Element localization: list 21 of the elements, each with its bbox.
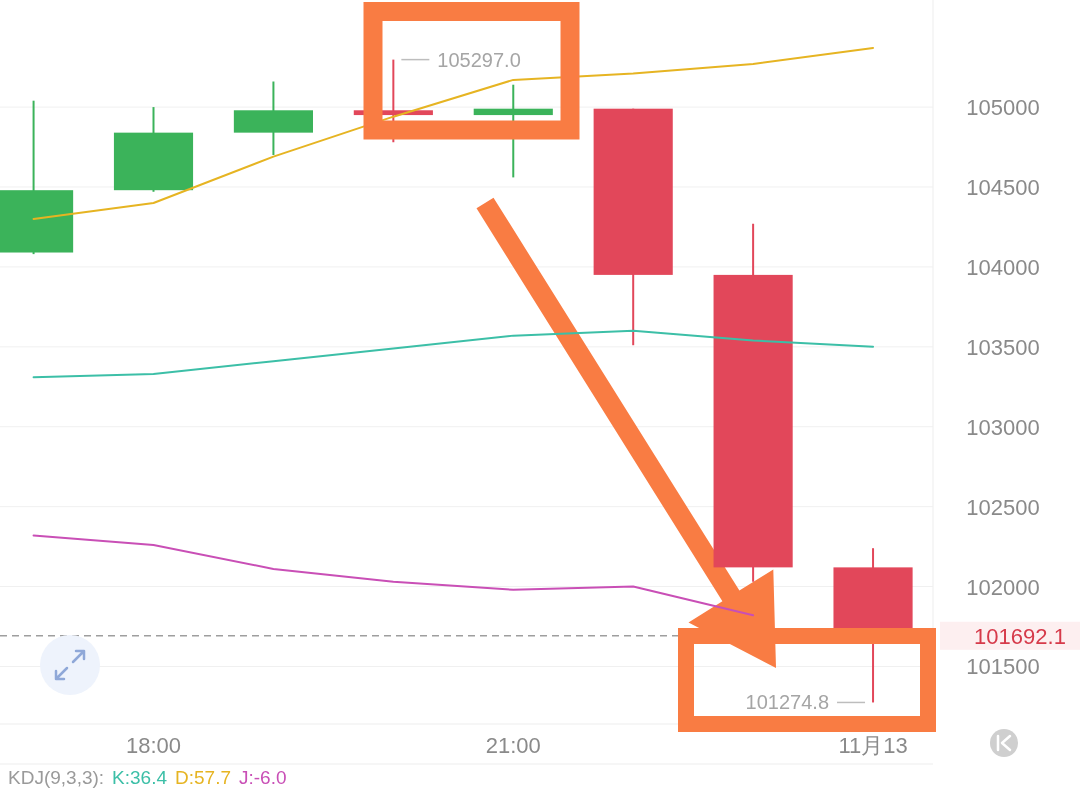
y-tick-label: 104500 bbox=[966, 174, 1040, 200]
annotation: 105297.0 bbox=[437, 48, 521, 71]
line-series bbox=[32, 46, 875, 220]
y-tick-label: 104000 bbox=[966, 254, 1040, 280]
y-tick-label: 101500 bbox=[966, 654, 1040, 680]
y-tick-label: 102500 bbox=[966, 494, 1040, 520]
line-series bbox=[32, 534, 755, 617]
text: J:-6.0 bbox=[239, 767, 287, 788]
text: K:36.4 bbox=[112, 767, 168, 788]
ref-line-label: 101692.1 bbox=[974, 623, 1066, 649]
x-tick-label: 21:00 bbox=[485, 733, 541, 758]
y-tick-label: 103000 bbox=[966, 414, 1040, 440]
annotation: 101274.8 bbox=[745, 691, 830, 714]
text: KDJ(9,3,3): bbox=[8, 767, 105, 788]
text: D:57.7 bbox=[175, 767, 232, 788]
y-tick-label: 105000 bbox=[966, 95, 1040, 121]
y-tick-label: 102000 bbox=[966, 574, 1040, 600]
x-tick-label: 18:00 bbox=[125, 733, 182, 758]
y-tick-label: 103500 bbox=[966, 334, 1040, 360]
line-series bbox=[32, 329, 875, 379]
x-tick-label: 11月13 bbox=[838, 733, 908, 758]
